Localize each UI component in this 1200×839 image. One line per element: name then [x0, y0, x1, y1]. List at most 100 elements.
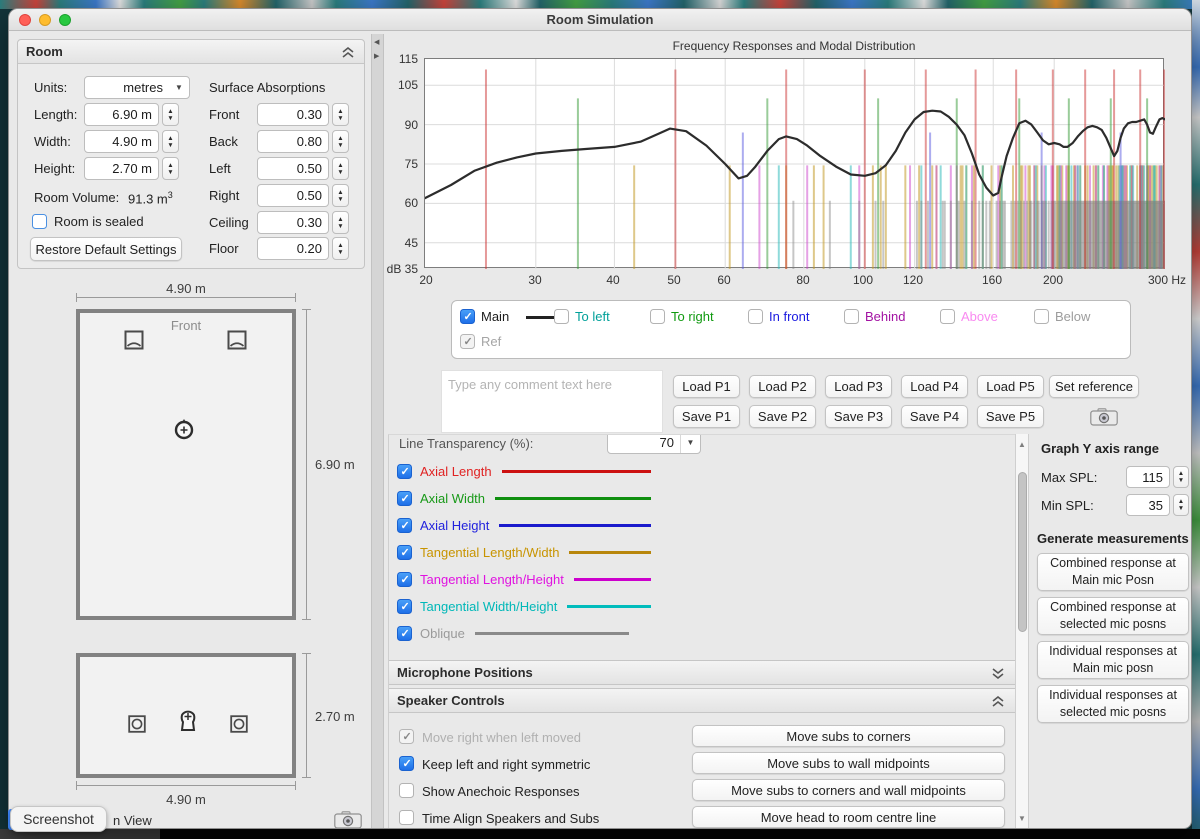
to-left-checkbox[interactable] [554, 309, 569, 324]
axial-width-checkbox[interactable] [397, 491, 412, 506]
absorption-back-field[interactable]: 0.80 [257, 130, 329, 153]
absorption-left-stepper[interactable] [332, 157, 349, 180]
min-spl-field[interactable]: 35 [1126, 494, 1170, 516]
length-stepper[interactable] [162, 103, 179, 126]
absorption-right-stepper[interactable] [332, 184, 349, 207]
save-p3-button[interactable]: Save P3 [825, 405, 892, 428]
listener-head-side-icon[interactable] [178, 708, 198, 732]
absorption-left-label: Left [209, 161, 231, 176]
graph-screenshot-button[interactable] [1087, 406, 1121, 428]
tangential-lh-checkbox[interactable] [397, 572, 412, 587]
titlebar[interactable]: Room Simulation [9, 9, 1191, 31]
line-transparency-select[interactable]: 70 [607, 434, 701, 454]
expand-section-icon[interactable] [992, 668, 1004, 679]
absorption-front-stepper[interactable] [332, 103, 349, 126]
room-top-view[interactable]: Front [76, 309, 296, 620]
load-p1-button[interactable]: Load P1 [673, 375, 740, 398]
combined-selected-mics-button[interactable]: Combined response at selected mic posns [1037, 597, 1189, 635]
in-front-label: In front [769, 309, 809, 324]
x-tick-100: 100 [853, 273, 873, 287]
scrollbar-thumb[interactable] [1018, 472, 1027, 632]
chevron-down-icon [680, 434, 700, 453]
axial-height-checkbox[interactable] [397, 518, 412, 533]
restore-defaults-button[interactable]: Restore Default Settings [30, 237, 182, 261]
comment-input[interactable] [441, 370, 663, 433]
absorption-right-label: Right [209, 188, 239, 203]
save-p5-button[interactable]: Save P5 [977, 405, 1044, 428]
width-field[interactable]: 4.90 m [84, 130, 159, 153]
absorption-floor-field[interactable]: 0.20 [257, 237, 329, 260]
right-panel-scrollbar[interactable] [1015, 434, 1029, 829]
width-stepper[interactable] [162, 130, 179, 153]
tangential-lw-checkbox[interactable] [397, 545, 412, 560]
individual-selected-mics-button[interactable]: Individual responses at selected mic pos… [1037, 685, 1189, 723]
room-sealed-checkbox[interactable] [32, 214, 47, 229]
frequency-response-plot[interactable] [424, 58, 1164, 268]
absorption-floor-stepper[interactable] [332, 237, 349, 260]
absorption-left-field[interactable]: 0.50 [257, 157, 329, 180]
room-panel-header[interactable]: Room [18, 40, 364, 64]
height-field[interactable]: 2.70 m [84, 157, 159, 180]
max-spl-field[interactable]: 115 [1126, 466, 1170, 488]
max-spl-stepper[interactable] [1173, 466, 1189, 488]
move-subs-midpoints-button[interactable]: Move subs to wall midpoints [692, 752, 1005, 774]
load-p2-button[interactable]: Load P2 [749, 375, 816, 398]
load-p5-button[interactable]: Load P5 [977, 375, 1044, 398]
save-p1-button[interactable]: Save P1 [673, 405, 740, 428]
absorption-ceiling-field[interactable]: 0.30 [257, 211, 329, 234]
move-subs-corners-midpoints-button[interactable]: Move subs to corners and wall midpoints [692, 779, 1005, 801]
screenshot-tooltip: Screenshot [10, 806, 107, 832]
below-checkbox[interactable] [1034, 309, 1049, 324]
ref-checkbox[interactable] [460, 334, 475, 349]
keep-symmetric-checkbox[interactable] [399, 756, 414, 771]
microphone-positions-header[interactable]: Microphone Positions [389, 660, 1015, 685]
combined-main-mic-button[interactable]: Combined response at Main mic Posn [1037, 553, 1189, 591]
absorption-front-value: 0.30 [297, 107, 322, 122]
move-right-when-left-checkbox[interactable] [399, 729, 414, 744]
oblique-checkbox[interactable] [397, 626, 412, 641]
listener-head-icon[interactable] [174, 418, 194, 440]
absorption-front-field[interactable]: 0.30 [257, 103, 329, 126]
min-spl-stepper[interactable] [1173, 494, 1189, 516]
load-p3-button[interactable]: Load P3 [825, 375, 892, 398]
collapse-panel-icon[interactable] [342, 47, 354, 58]
scroll-down-icon[interactable] [1018, 814, 1026, 823]
behind-checkbox[interactable] [844, 309, 859, 324]
units-select[interactable]: metres [84, 76, 190, 99]
move-subs-corners-button[interactable]: Move subs to corners [692, 725, 1005, 747]
show-anechoic-checkbox[interactable] [399, 783, 414, 798]
right-speaker-icon[interactable] [227, 330, 247, 350]
axial-length-checkbox[interactable] [397, 464, 412, 479]
width-value: 4.90 m [112, 134, 152, 149]
room-side-view[interactable] [76, 653, 296, 778]
above-checkbox[interactable] [940, 309, 955, 324]
length-field[interactable]: 6.90 m [84, 103, 159, 126]
scroll-up-icon[interactable] [1018, 440, 1026, 449]
collapse-section-icon[interactable] [992, 696, 1004, 707]
diagram-screenshot-button[interactable] [331, 808, 365, 829]
collapse-left-icon[interactable] [374, 38, 379, 46]
main-checkbox[interactable] [460, 309, 475, 324]
right-sub-icon[interactable] [230, 715, 248, 733]
speaker-controls-header[interactable]: Speaker Controls [389, 688, 1015, 713]
left-speaker-icon[interactable] [124, 330, 144, 350]
save-p4-button[interactable]: Save P4 [901, 405, 968, 428]
move-head-centre-button[interactable]: Move head to room centre line [692, 806, 1005, 828]
load-p4-button[interactable]: Load P4 [901, 375, 968, 398]
height-stepper[interactable] [162, 157, 179, 180]
set-reference-button[interactable]: Set reference [1049, 375, 1139, 398]
left-sub-icon[interactable] [128, 715, 146, 733]
in-front-checkbox[interactable] [748, 309, 763, 324]
individual-main-mic-button[interactable]: Individual responses at Main mic posn [1037, 641, 1189, 679]
absorption-ceiling-stepper[interactable] [332, 211, 349, 234]
pane-splitter[interactable] [371, 34, 384, 829]
tangential-wh-checkbox[interactable] [397, 599, 412, 614]
absorption-back-stepper[interactable] [332, 130, 349, 153]
expand-right-icon[interactable] [374, 52, 379, 60]
plan-view-label-partial[interactable]: n View [113, 813, 152, 828]
time-align-checkbox[interactable] [399, 810, 414, 825]
save-p2-button[interactable]: Save P2 [749, 405, 816, 428]
to-right-checkbox[interactable] [650, 309, 665, 324]
absorption-right-field[interactable]: 0.50 [257, 184, 329, 207]
room-panel: Room Units: metres Length: 6.90 m Width:… [17, 39, 365, 269]
